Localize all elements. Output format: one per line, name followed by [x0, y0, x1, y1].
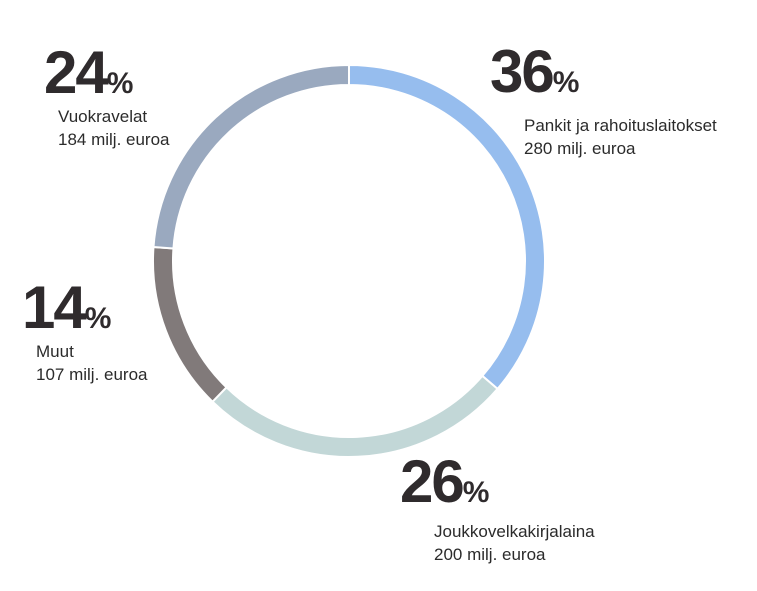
label-pankit: 36% Pankit ja rahoituslaitokset 280 milj…: [490, 42, 717, 160]
label-joukkovelkakirjalaina: 26% Joukkovelkakirjalaina 200 milj. euro…: [400, 452, 595, 566]
category-label-pankit: Pankit ja rahoituslaitokset: [524, 116, 717, 135]
value-label-vuokravelat: 184 milj. euroa: [58, 130, 170, 149]
value-label-pankit: 280 milj. euroa: [524, 139, 636, 158]
percent-label-vuokravelat: 24%: [44, 39, 134, 106]
percent-label-joukkovelkakirjalaina: 26%: [400, 448, 490, 515]
category-label-muut: Muut: [36, 342, 74, 361]
slice-muut: [152, 245, 228, 404]
category-label-joukkovelkakirjalaina: Joukkovelkakirjalaina: [434, 522, 595, 541]
value-label-joukkovelkakirjalaina: 200 milj. euroa: [434, 545, 546, 564]
value-label-muut: 107 milj. euroa: [36, 365, 148, 384]
label-vuokravelat: 24% Vuokravelat 184 milj. euroa: [44, 43, 170, 151]
category-label-vuokravelat: Vuokravelat: [58, 107, 148, 126]
percent-label-pankit: 36%: [490, 38, 580, 105]
percent-label-muut: 14%: [22, 274, 112, 341]
slice-vuokravelat: [152, 63, 350, 250]
slice-joukkovelkakirjalaina: [211, 374, 499, 458]
label-muut: 14% Muut 107 milj. euroa: [22, 278, 148, 386]
